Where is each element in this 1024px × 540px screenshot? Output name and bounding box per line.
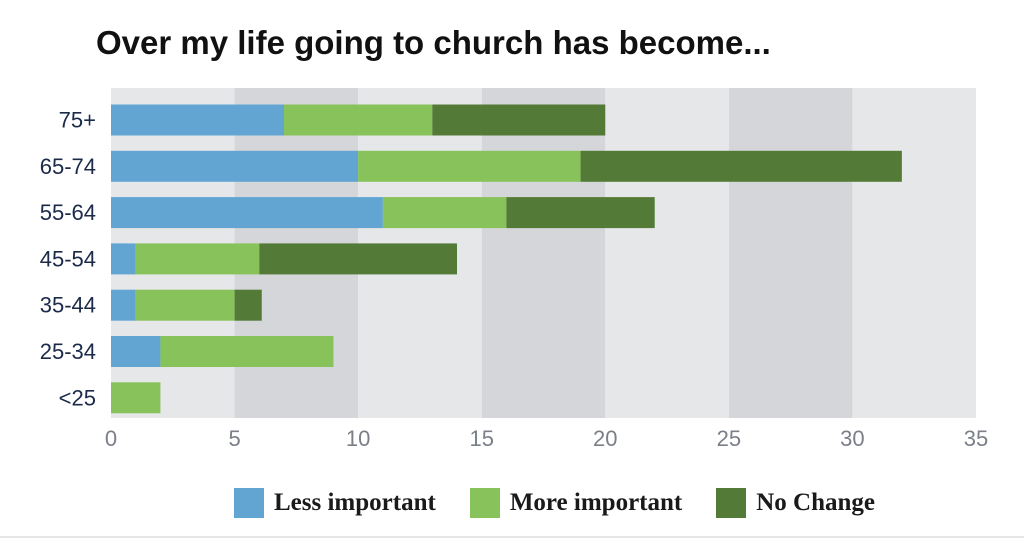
x-tick-label: 15 xyxy=(469,426,493,451)
category-label: 55-64 xyxy=(40,200,96,225)
bar-more-important xyxy=(358,150,581,182)
x-tick-label: 5 xyxy=(228,426,240,451)
grid-band xyxy=(481,88,606,418)
x-tick-label: 35 xyxy=(964,426,988,451)
bar-less-important xyxy=(111,243,136,275)
legend-item-more-important: More important xyxy=(469,488,683,518)
tick-labels: 0 5 10 15 20 25 30 35 xyxy=(105,426,988,451)
category-label: 25-34 xyxy=(40,339,96,364)
bar-no-change xyxy=(259,243,457,275)
category-label: 35-44 xyxy=(40,293,96,318)
category-label: 45-54 xyxy=(40,246,96,271)
bar-less-important xyxy=(111,104,284,136)
legend-label-less-important: Less important xyxy=(274,489,436,516)
bar-more-important xyxy=(111,382,161,414)
bars xyxy=(111,104,902,414)
legend-label-more-important: More important xyxy=(509,489,683,516)
category-label: 65-74 xyxy=(40,154,96,179)
bar-no-change xyxy=(234,289,262,321)
x-tick-label: 30 xyxy=(840,426,864,451)
bar-less-important xyxy=(111,150,359,182)
legend-item-less-important: Less important xyxy=(234,488,436,518)
x-tick-label: 20 xyxy=(593,426,617,451)
x-tick-label: 10 xyxy=(346,426,370,451)
bottom-divider xyxy=(0,536,1024,538)
legend-swatch-no-change xyxy=(716,488,747,518)
bar-more-important xyxy=(160,336,334,367)
category-labels: 75+ 65-74 55-64 45-54 35-44 25-34 <25 xyxy=(40,108,96,411)
legend-swatch-less-important xyxy=(234,488,264,518)
bar-less-important xyxy=(111,197,383,229)
bar-no-change xyxy=(506,197,655,229)
grid-band xyxy=(728,88,853,418)
bar-more-important xyxy=(284,104,433,136)
chart-title: Over my life going to church has become.… xyxy=(96,24,771,61)
x-tick-label: 0 xyxy=(105,426,117,451)
legend-label-no-change: No Change xyxy=(756,489,875,516)
legend-item-no-change: No Change xyxy=(716,488,875,518)
bar-no-change xyxy=(580,150,902,182)
grid-bands xyxy=(111,88,976,418)
bar-more-important xyxy=(135,289,235,321)
bar-more-important xyxy=(135,243,260,275)
bar-less-important xyxy=(111,289,136,321)
bar-less-important xyxy=(111,336,161,367)
x-tick-label: 25 xyxy=(717,426,741,451)
bar-more-important xyxy=(382,197,507,229)
grid-band xyxy=(605,88,729,418)
chart-area: 75+ 65-74 55-64 45-54 35-44 25-34 <25 0 5 10 15 20… xyxy=(40,88,988,451)
category-label: <25 xyxy=(59,385,96,410)
legend: Less important More important No Change xyxy=(234,488,875,518)
category-label: 75+ xyxy=(59,108,96,133)
bar-no-change xyxy=(432,104,606,136)
legend-swatch-more-important xyxy=(469,488,500,518)
grid-band xyxy=(852,88,976,418)
